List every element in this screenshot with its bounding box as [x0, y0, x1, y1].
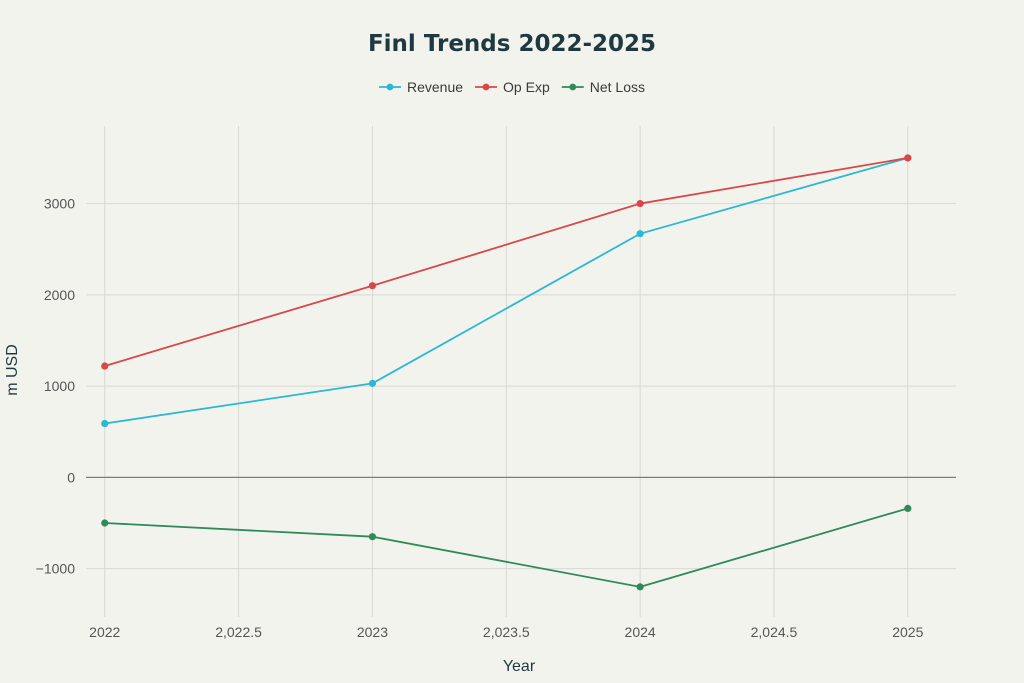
legend-item[interactable]: Net Loss — [561, 79, 645, 95]
y-tick-label: −1000 — [36, 561, 76, 577]
y-tick-label: 3000 — [44, 196, 75, 212]
data-point[interactable] — [368, 282, 377, 290]
data-point[interactable] — [101, 419, 109, 428]
y-tick-label: 0 — [67, 469, 75, 485]
series-line — [104, 157, 908, 367]
legend-item[interactable]: Revenue — [379, 79, 463, 95]
legend-swatch-marker — [386, 83, 394, 91]
x-axis-label: Year — [503, 658, 536, 675]
grid — [86, 126, 956, 617]
legend-swatch-marker — [569, 83, 577, 91]
y-tick-label: 1000 — [44, 378, 75, 394]
tick-labels: 2022 2,022.5 2023 2,023.5 2024 2,024.5 2025 −10… — [36, 196, 924, 640]
legend-label: Revenue — [407, 79, 463, 95]
legend-label: Op Exp — [503, 79, 550, 95]
x-tick-label: 2025 — [892, 624, 923, 640]
series-net-loss — [101, 504, 912, 591]
x-tick-label: 2,023.5 — [483, 624, 530, 640]
data-point[interactable] — [636, 199, 644, 208]
data-point[interactable] — [101, 362, 109, 370]
x-tick-label: 2022 — [89, 624, 120, 640]
data-point[interactable] — [636, 230, 644, 238]
series-layer — [101, 154, 912, 591]
y-axis-label: m USD — [4, 344, 21, 396]
x-tick-label: 2024 — [625, 624, 656, 640]
series-op-exp — [101, 154, 912, 370]
legend: Revenue Op Exp Net Loss — [379, 79, 645, 95]
x-tick-label: 2,024.5 — [751, 624, 798, 640]
chart-title: Finl Trends 2022-2025 — [368, 31, 656, 57]
legend-item[interactable]: Op Exp — [475, 79, 550, 95]
data-point[interactable] — [101, 519, 109, 527]
data-point[interactable] — [368, 533, 377, 541]
data-point[interactable] — [636, 583, 644, 591]
x-tick-label: 2023 — [357, 624, 388, 640]
x-tick-label: 2,022.5 — [215, 624, 262, 640]
series-line — [104, 507, 909, 588]
legend-swatch-marker — [482, 83, 490, 91]
series-line — [104, 157, 909, 425]
legend-label: Net Loss — [590, 79, 645, 95]
data-point[interactable] — [904, 504, 912, 512]
data-point[interactable] — [904, 154, 912, 162]
y-tick-label: 2000 — [44, 287, 75, 303]
data-point[interactable] — [368, 379, 377, 387]
